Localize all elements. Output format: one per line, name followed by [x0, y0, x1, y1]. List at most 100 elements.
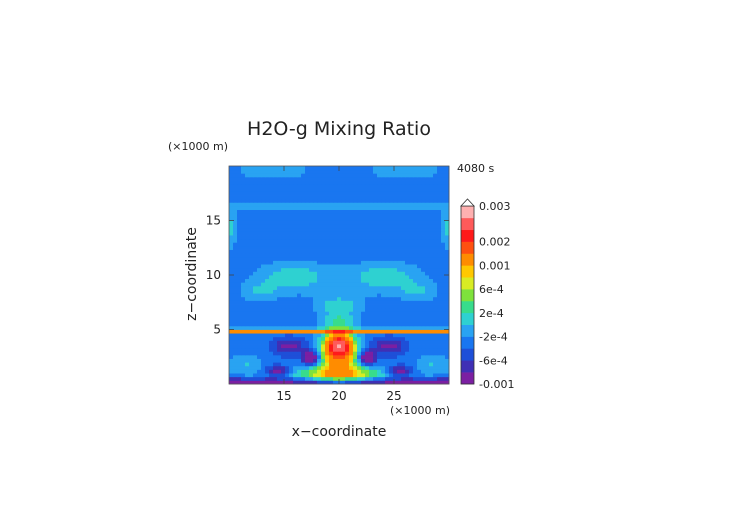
- heatmap-cell: [289, 245, 294, 250]
- heatmap-cell: [417, 314, 422, 319]
- heatmap-cell: [413, 296, 418, 301]
- heatmap-cell: [281, 198, 286, 203]
- heatmap-cell: [445, 173, 450, 178]
- heatmap-cell: [301, 205, 306, 210]
- heatmap-cell: [425, 369, 430, 374]
- heatmap-cell: [329, 267, 334, 272]
- heatmap-cell: [425, 354, 430, 359]
- heatmap-cell: [417, 380, 422, 385]
- heatmap-cell: [413, 314, 418, 319]
- heatmap-cell: [441, 307, 446, 312]
- heatmap-cell: [309, 278, 314, 283]
- heatmap-cell: [373, 260, 378, 265]
- heatmap-cell: [421, 285, 426, 290]
- heatmap-cell: [389, 216, 394, 221]
- heatmap-cell: [349, 238, 354, 243]
- heatmap-cell: [389, 329, 394, 334]
- heatmap-cell: [309, 340, 314, 345]
- heatmap-cell: [409, 344, 414, 349]
- heatmap-cell: [305, 362, 310, 367]
- heatmap-cell: [393, 300, 398, 305]
- heatmap-cell: [365, 376, 370, 381]
- heatmap-cell: [421, 376, 426, 381]
- heatmap-cell: [333, 275, 338, 280]
- heatmap-cell: [241, 235, 246, 240]
- heatmap-cell: [409, 180, 414, 185]
- heatmap-cell: [381, 307, 386, 312]
- heatmap-cell: [305, 333, 310, 338]
- heatmap-cell: [269, 300, 274, 305]
- heatmap-cell: [389, 245, 394, 250]
- heatmap-cell: [369, 318, 374, 323]
- heatmap-cell: [389, 289, 394, 294]
- heatmap-cell: [385, 213, 390, 218]
- heatmap-cell: [413, 318, 418, 323]
- heatmap-cell: [305, 180, 310, 185]
- heatmap-cell: [433, 260, 438, 265]
- heatmap-cell: [425, 282, 430, 287]
- heatmap-cell: [417, 260, 422, 265]
- heatmap-cell: [397, 369, 402, 374]
- heatmap-cell: [249, 205, 254, 210]
- heatmap-cell: [289, 267, 294, 272]
- heatmap-cell: [433, 205, 438, 210]
- heatmap-cell: [289, 322, 294, 327]
- heatmap-cell: [309, 293, 314, 298]
- heatmap-cell: [277, 253, 282, 258]
- heatmap-cell: [345, 322, 350, 327]
- heatmap-cell: [417, 253, 422, 258]
- heatmap-cell: [397, 180, 402, 185]
- heatmap-cell: [441, 314, 446, 319]
- heatmap-cell: [357, 209, 362, 214]
- heatmap-cell: [361, 235, 366, 240]
- heatmap-cell: [249, 271, 254, 276]
- heatmap-cell: [329, 293, 334, 298]
- heatmap-cell: [405, 336, 410, 341]
- heatmap-cell: [253, 202, 258, 207]
- heatmap-cell: [249, 180, 254, 185]
- heatmap-cell: [325, 184, 330, 189]
- heatmap-cell: [421, 184, 426, 189]
- heatmap-cell: [413, 184, 418, 189]
- heatmap-cell: [293, 351, 298, 356]
- heatmap-cell: [301, 300, 306, 305]
- heatmap-cell: [241, 176, 246, 181]
- heatmap-cell: [229, 169, 234, 174]
- heatmap-cell: [345, 209, 350, 214]
- heatmap-cell: [417, 187, 422, 192]
- heatmap-cell: [361, 275, 366, 280]
- heatmap-cell: [349, 347, 354, 352]
- heatmap-cell: [285, 333, 290, 338]
- heatmap-cell: [377, 187, 382, 192]
- heatmap-cell: [249, 289, 254, 294]
- heatmap-cell: [365, 362, 370, 367]
- heatmap-cell: [433, 376, 438, 381]
- heatmap-cell: [393, 253, 398, 258]
- heatmap-cell: [341, 195, 346, 200]
- heatmap-cell: [413, 198, 418, 203]
- heatmap-cell: [357, 224, 362, 229]
- heatmap-cell: [229, 224, 234, 229]
- heatmap-cell: [241, 325, 246, 330]
- heatmap-cell: [249, 166, 254, 171]
- heatmap-cell: [365, 191, 370, 196]
- heatmap-cell: [257, 282, 262, 287]
- heatmap-cell: [261, 256, 266, 261]
- heatmap-cell: [433, 209, 438, 214]
- heatmap-cell: [333, 238, 338, 243]
- heatmap-cell: [397, 285, 402, 290]
- heatmap-cell: [249, 213, 254, 218]
- heatmap-cell: [257, 344, 262, 349]
- heatmap-cell: [325, 278, 330, 283]
- heatmap-cell: [253, 322, 258, 327]
- heatmap-cell: [321, 333, 326, 338]
- heatmap-cell: [289, 314, 294, 319]
- colorbar-tick-label: 2e-4: [479, 307, 504, 320]
- heatmap-cell: [409, 362, 414, 367]
- heatmap-cell: [253, 329, 258, 334]
- heatmap-cell: [305, 169, 310, 174]
- heatmap-cell: [313, 271, 318, 276]
- heatmap-cell: [269, 245, 274, 250]
- heatmap-cell: [333, 296, 338, 301]
- heatmap-cell: [349, 180, 354, 185]
